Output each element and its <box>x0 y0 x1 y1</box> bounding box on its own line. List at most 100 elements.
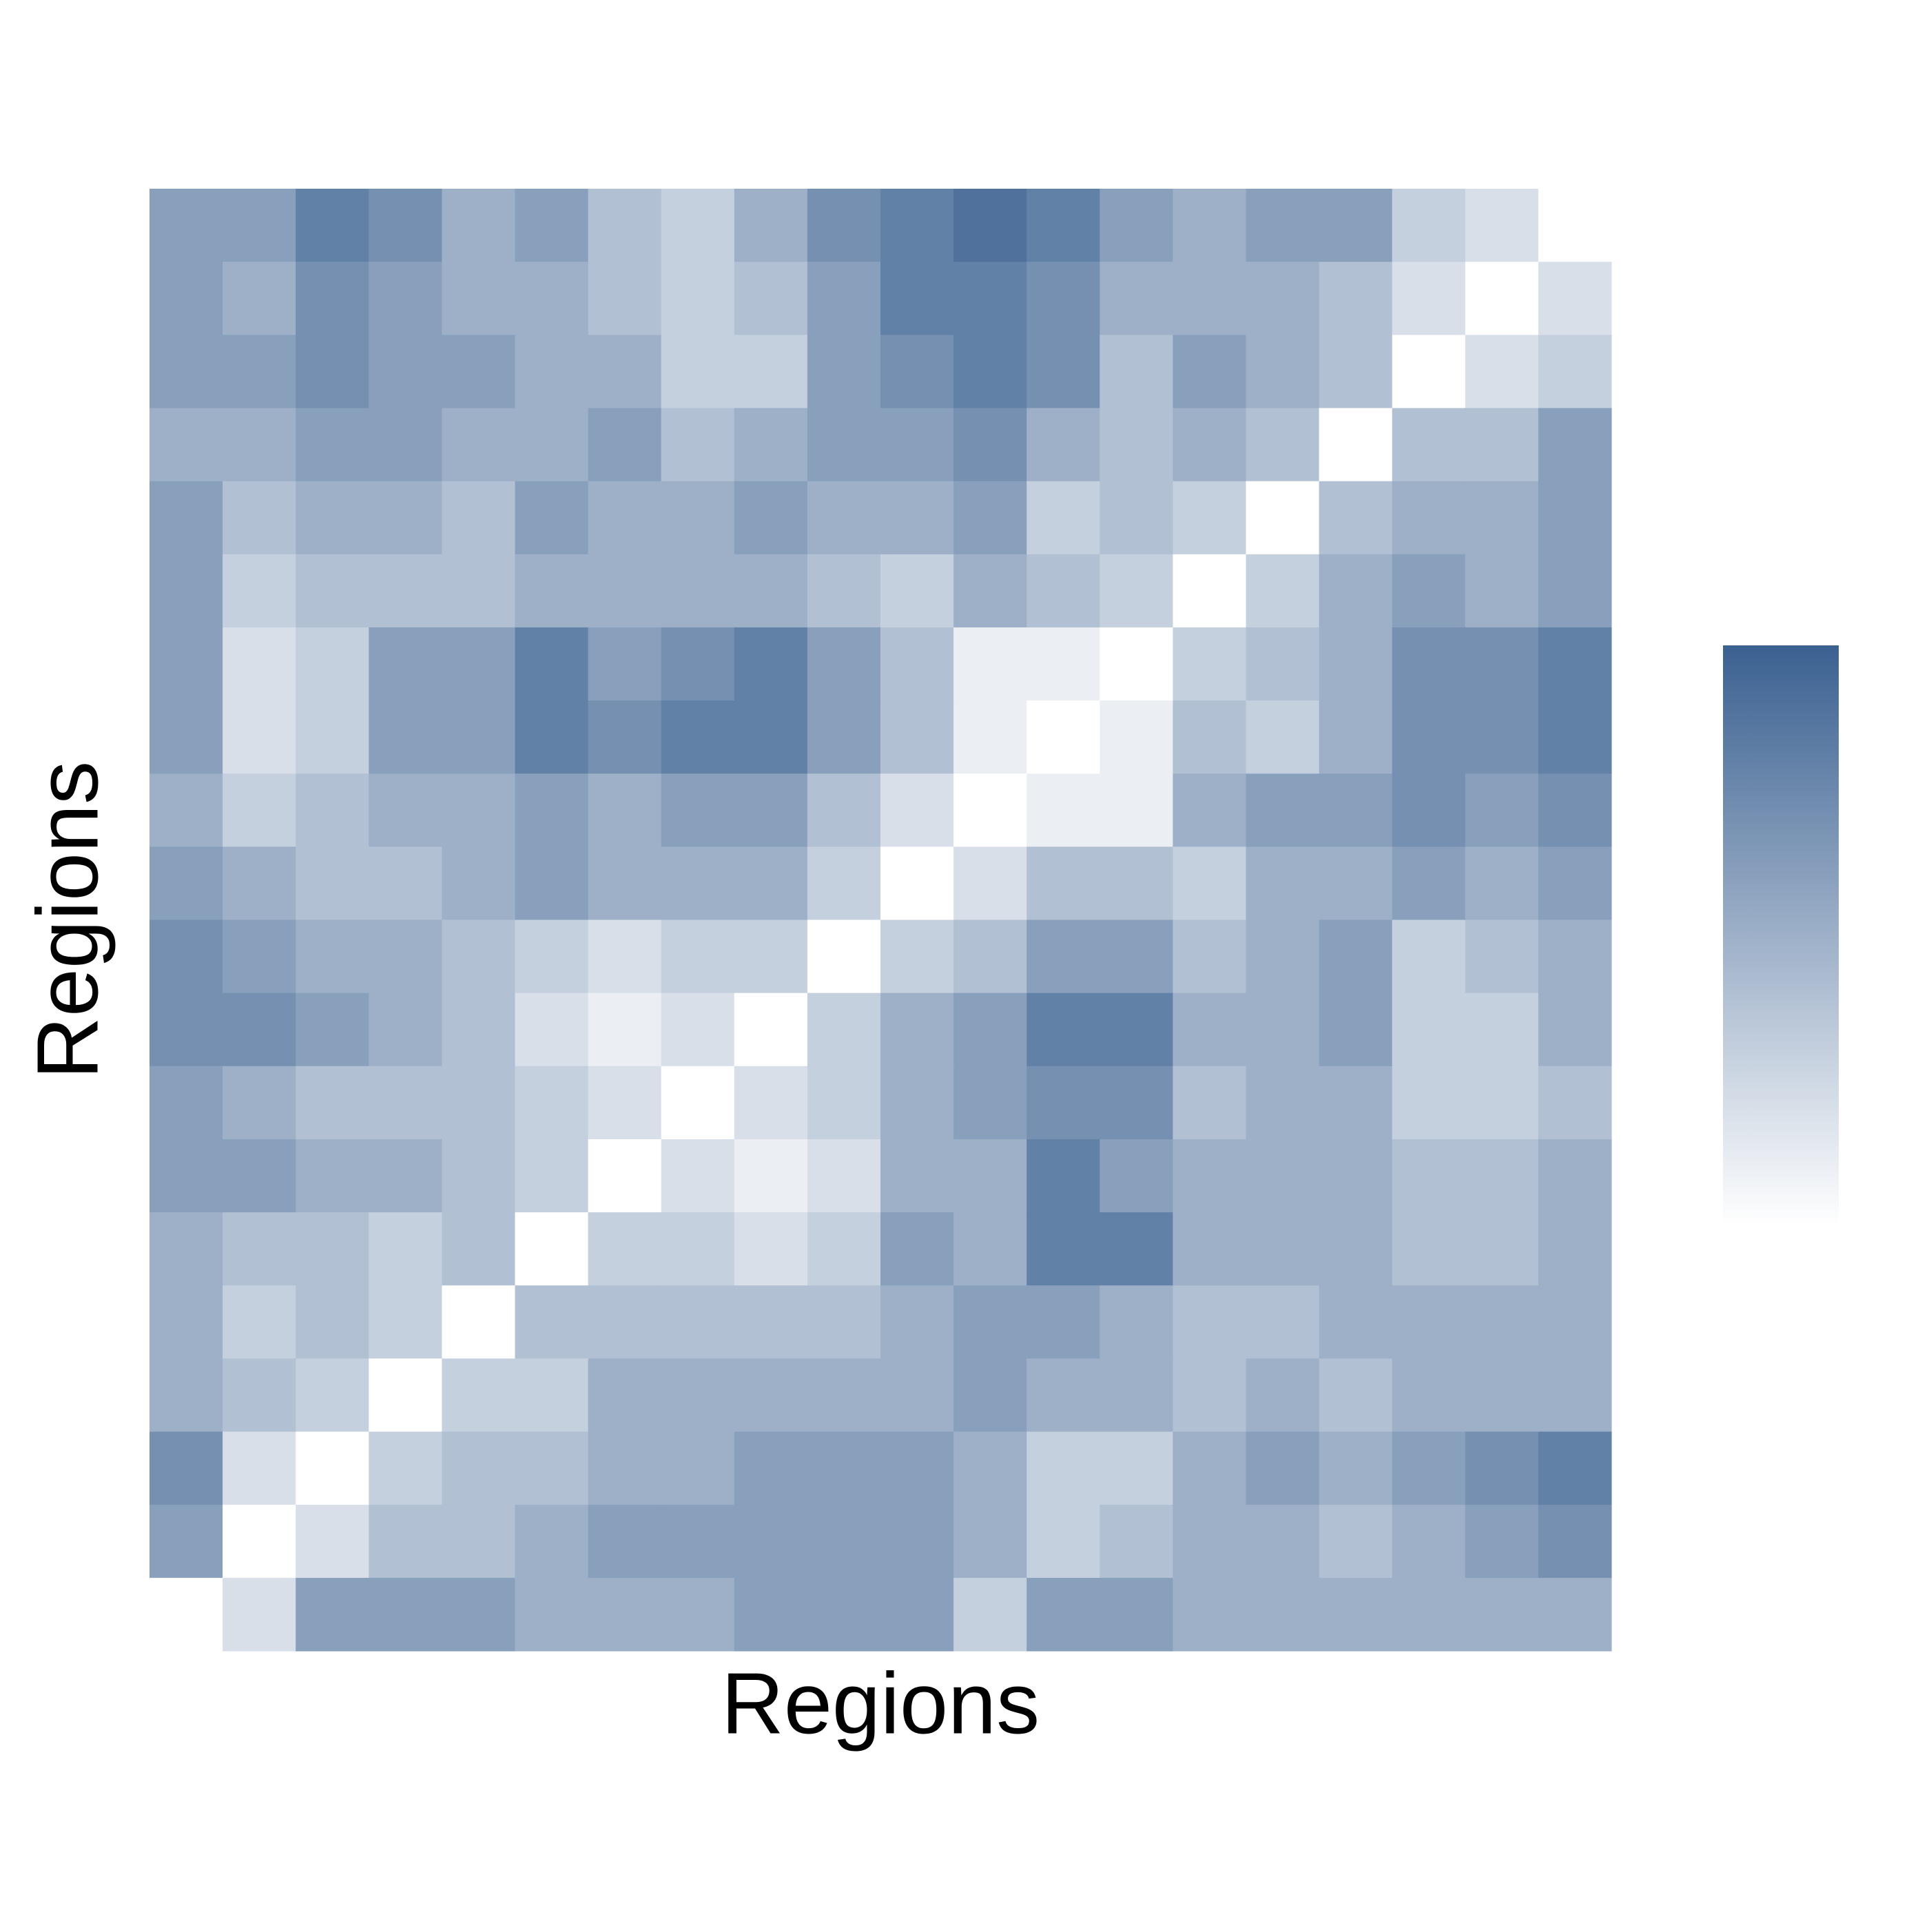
heatmap-cell <box>1246 920 1320 994</box>
heatmap-cell <box>1392 408 1466 482</box>
heatmap-cell <box>1538 993 1612 1067</box>
heatmap-cell <box>1246 481 1320 555</box>
heatmap-cell <box>369 554 442 628</box>
heatmap-cell <box>880 920 954 994</box>
heatmap-cell <box>953 1212 1027 1286</box>
heatmap-cell <box>880 554 954 628</box>
heatmap-cell <box>1465 262 1539 335</box>
heatmap-cell <box>1027 262 1100 335</box>
heatmap-cell <box>1465 1358 1539 1433</box>
heatmap-cell <box>1173 773 1246 847</box>
heatmap-cell <box>807 1577 881 1652</box>
heatmap-cell <box>588 846 662 920</box>
heatmap-cell <box>1246 993 1320 1067</box>
heatmap-cell <box>661 1431 735 1506</box>
heatmap-cell <box>442 1358 515 1433</box>
heatmap-cell <box>588 1066 662 1140</box>
heatmap-cell <box>369 627 442 701</box>
heatmap-cell <box>1100 1504 1173 1579</box>
heatmap-cell <box>953 1504 1027 1579</box>
heatmap-cell <box>369 1358 442 1433</box>
heatmap-cell <box>515 189 589 262</box>
heatmap-cell <box>661 993 735 1067</box>
heatmap-cell <box>1392 700 1466 774</box>
heatmap-cell <box>807 920 881 994</box>
heatmap-cell <box>149 700 223 774</box>
heatmap-cell <box>953 1139 1027 1213</box>
heatmap-cell <box>515 627 589 701</box>
heatmap-cell <box>369 481 442 555</box>
heatmap-cell <box>296 1285 369 1359</box>
heatmap-cell <box>1538 1139 1612 1213</box>
heatmap-cell <box>1100 1285 1173 1359</box>
heatmap-cell <box>1173 1285 1246 1359</box>
heatmap-cell <box>953 1066 1027 1140</box>
heatmap-cell <box>1246 189 1320 262</box>
heatmap-cell <box>1173 554 1246 628</box>
heatmap-cell <box>588 773 662 847</box>
heatmap-cell <box>223 1066 296 1140</box>
heatmap-cell <box>661 627 735 701</box>
heatmap-cell <box>515 700 589 774</box>
heatmap-cell <box>515 993 589 1067</box>
heatmap-cell <box>1319 262 1393 335</box>
heatmap-cell <box>1173 627 1246 701</box>
heatmap-cell <box>1319 1431 1393 1506</box>
heatmap-cell <box>1392 262 1466 335</box>
heatmap-cell <box>953 846 1027 920</box>
heatmap-cell <box>369 700 442 774</box>
heatmap-cell <box>807 993 881 1067</box>
heatmap-cell <box>1246 1504 1320 1579</box>
heatmap-cell <box>296 1431 369 1506</box>
heatmap-cell <box>1173 1066 1246 1140</box>
heatmap-cell <box>1246 700 1320 774</box>
heatmap-cell <box>369 1504 442 1579</box>
heatmap-cell <box>1392 1066 1466 1140</box>
heatmap-cell <box>734 1577 808 1652</box>
heatmap-cell <box>1246 1066 1320 1140</box>
heatmap-cell <box>442 846 515 920</box>
heatmap-cell <box>734 1066 808 1140</box>
heatmap-cell <box>1319 1066 1393 1140</box>
heatmap-cell <box>223 846 296 920</box>
heatmap-cell <box>953 1577 1027 1652</box>
heatmap-cell <box>1392 920 1466 994</box>
heatmap-cell <box>1027 1285 1100 1359</box>
heatmap-cell <box>369 262 442 335</box>
heatmap-cell <box>1100 773 1173 847</box>
heatmap-cell <box>953 773 1027 847</box>
heatmap-cell <box>442 700 515 774</box>
heatmap-cell <box>807 700 881 774</box>
heatmap-cell <box>515 920 589 994</box>
heatmap-cell <box>223 335 296 408</box>
heatmap-cell <box>149 1431 223 1506</box>
heatmap-cell <box>588 627 662 701</box>
heatmap-cell <box>661 554 735 628</box>
heatmap-cell <box>588 1431 662 1506</box>
heatmap-cell <box>296 408 369 482</box>
heatmap-cell <box>296 262 369 335</box>
heatmap-cell <box>953 1358 1027 1433</box>
heatmap-cell <box>442 189 515 262</box>
heatmap-cell <box>1027 700 1100 774</box>
heatmap-cell <box>1027 1504 1100 1579</box>
heatmap-cell <box>1538 846 1612 920</box>
colorbar <box>1723 645 1839 1225</box>
heatmap-cell <box>1173 262 1246 335</box>
heatmap-cell <box>296 1212 369 1286</box>
heatmap-cell <box>1392 189 1466 262</box>
heatmap-cell <box>442 1431 515 1506</box>
heatmap-cell <box>296 627 369 701</box>
heatmap-cell <box>1392 993 1466 1067</box>
heatmap-cell <box>515 1066 589 1140</box>
heatmap-cell <box>1246 773 1320 847</box>
heatmap-cell <box>661 189 735 262</box>
heatmap-cell <box>369 773 442 847</box>
heatmap-cell <box>223 920 296 994</box>
heatmap-cell <box>149 335 223 408</box>
heatmap-cell <box>588 408 662 482</box>
heatmap-cell <box>807 335 881 408</box>
heatmap-cell <box>1027 335 1100 408</box>
heatmap-cell <box>1465 481 1539 555</box>
heatmap-cell <box>369 920 442 994</box>
